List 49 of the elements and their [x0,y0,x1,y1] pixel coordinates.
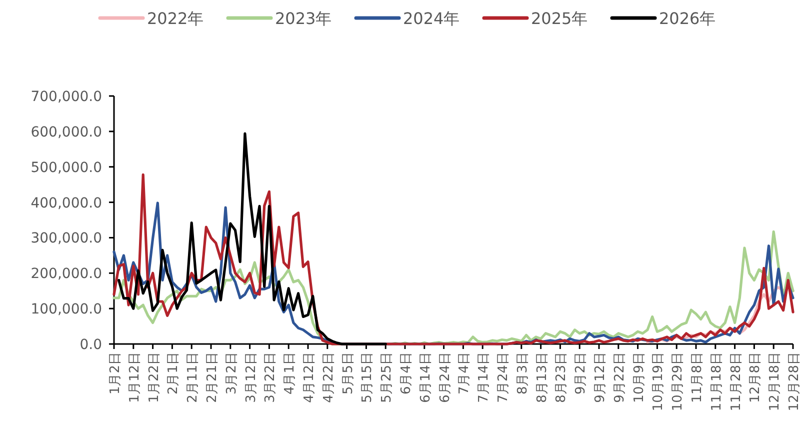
y-tick-label: 300,000.0 [30,230,102,247]
x-tick-label: 10月29日 [670,352,686,412]
legend-label: 2022年 [147,9,204,28]
x-tick-label: 2月11日 [186,352,201,403]
x-tick-label: 1月12日 [127,352,142,403]
y-tick-label: 0.0 [80,337,102,353]
y-tick-label: 100,000.0 [30,302,102,318]
x-tick-label: 9月12日 [593,352,608,403]
legend-label: 2026年 [659,9,716,28]
x-tick-label: 11月18日 [709,352,724,412]
x-tick-label: 5月5日 [340,352,356,395]
x-tick-label: 6月14日 [418,352,434,403]
x-tick-label: 1月22日 [146,352,162,403]
x-tick-label: 5月15日 [360,352,376,403]
legend-label: 2024年 [403,9,460,28]
x-tick-label: 11月28日 [728,352,744,412]
x-tick-label: 8月13日 [534,352,550,403]
x-tick-label: 2月21日 [205,352,220,403]
legend-label: 2023年 [275,9,332,28]
x-tick-label: 8月3日 [515,352,530,395]
y-tick-label: 200,000.0 [30,266,102,282]
x-tick-label: 10月19日 [651,352,666,412]
x-tick-label: 10月9日 [632,352,647,403]
x-tick-label: 7月24日 [496,352,511,403]
y-tick-label: 400,000.0 [30,195,102,212]
x-tick-label: 3月2日 [224,352,240,395]
x-tick-label: 7月4日 [457,352,472,395]
x-tick-label: 12月28日 [787,352,800,412]
x-tick-label: 11月8日 [690,352,705,403]
x-tick-label: 3月22日 [263,352,278,403]
x-tick-label: 9月2日 [574,352,589,395]
x-tick-label: 2月1日 [166,352,182,395]
x-tick-label: 9月22日 [612,352,628,403]
x-tick-label: 12月18日 [768,352,783,412]
legend-label: 2025年 [531,9,588,28]
x-tick-label: 4月1日 [282,352,298,395]
x-tick-label: 12月8日 [748,352,764,403]
x-tick-label: 7月14日 [476,352,492,403]
x-tick-label: 4月22日 [321,352,336,403]
x-tick-label: 6月24日 [438,352,453,403]
x-tick-label: 8月23日 [554,352,570,403]
x-tick-label: 6月4日 [399,352,414,395]
y-tick-label: 500,000.0 [30,160,102,176]
x-tick-label: 3月12日 [244,352,259,403]
x-tick-label: 4月12日 [302,352,317,403]
y-tick-label: 700,000.0 [30,89,102,105]
x-tick-label: 5月25日 [380,352,395,403]
x-tick-label: 1月2日 [108,352,123,395]
y-tick-label: 600,000.0 [30,124,102,140]
